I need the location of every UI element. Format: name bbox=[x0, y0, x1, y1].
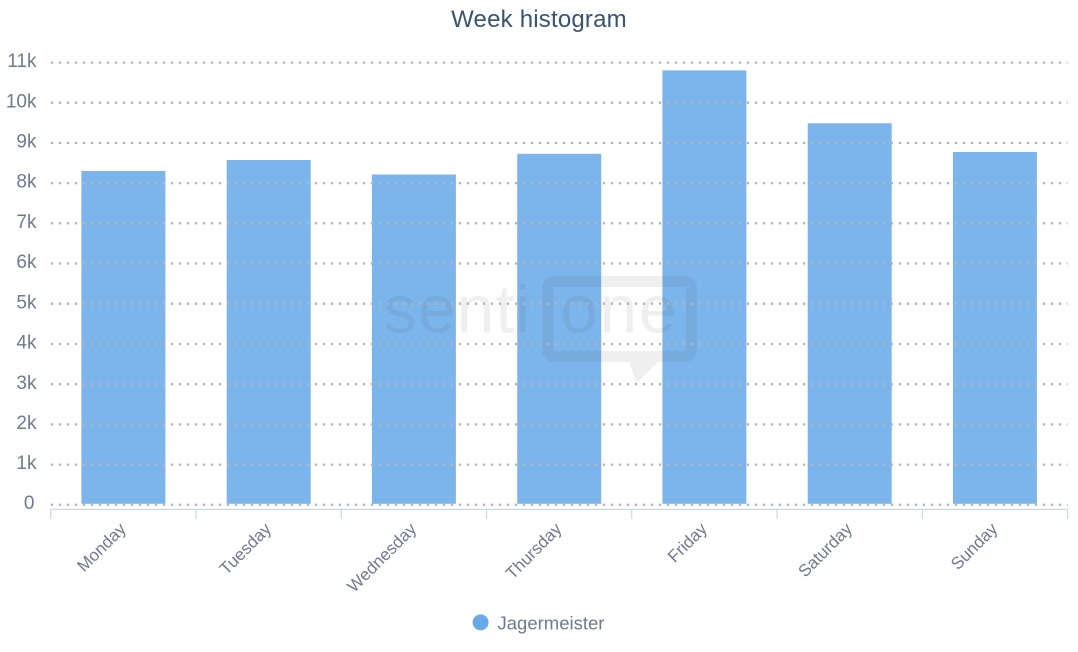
svg-text:Week histogram: Week histogram bbox=[451, 6, 627, 33]
svg-text:3k: 3k bbox=[16, 373, 37, 394]
svg-text:4k: 4k bbox=[16, 333, 37, 354]
svg-text:2k: 2k bbox=[16, 413, 37, 434]
svg-text:senti: senti bbox=[383, 272, 531, 348]
svg-text:1k: 1k bbox=[16, 453, 37, 474]
svg-text:Jagermeister: Jagermeister bbox=[498, 613, 605, 634]
svg-text:11k: 11k bbox=[7, 51, 37, 72]
svg-text:one: one bbox=[560, 272, 678, 348]
svg-text:7k: 7k bbox=[16, 212, 37, 233]
svg-text:5k: 5k bbox=[16, 292, 37, 313]
svg-text:6k: 6k bbox=[16, 252, 37, 273]
svg-text:8k: 8k bbox=[16, 172, 37, 193]
svg-text:9k: 9k bbox=[16, 132, 37, 153]
svg-text:0: 0 bbox=[24, 493, 35, 514]
svg-text:10k: 10k bbox=[6, 91, 37, 112]
